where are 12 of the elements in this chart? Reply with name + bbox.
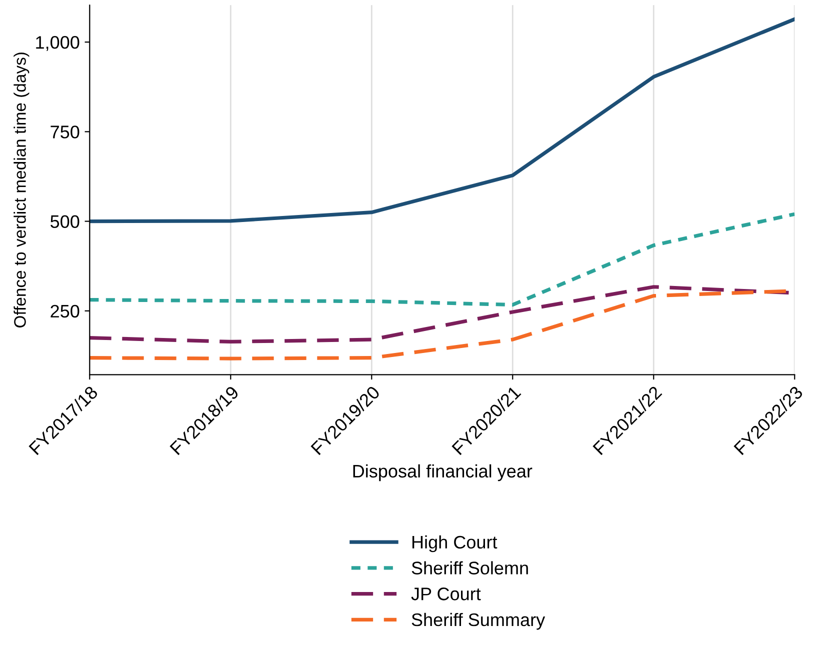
y-tick-label: 1,000 <box>36 36 80 51</box>
line-series <box>90 212 795 307</box>
x-axis-title: Disposal financial year <box>353 464 532 482</box>
y-axis-title: Offence to verdict median time (days) <box>14 52 30 328</box>
legend-label: High Court <box>412 535 498 552</box>
y-tick-label: 250 <box>50 304 80 318</box>
line-series <box>90 17 795 224</box>
legend-label: Sheriff Summary <box>412 612 546 630</box>
y-tick-label: 750 <box>50 126 80 138</box>
legend-label: JP Court <box>411 588 481 600</box>
legend-label: Sheriff Solemn <box>412 561 528 574</box>
y-tick-label: 500 <box>50 215 80 228</box>
